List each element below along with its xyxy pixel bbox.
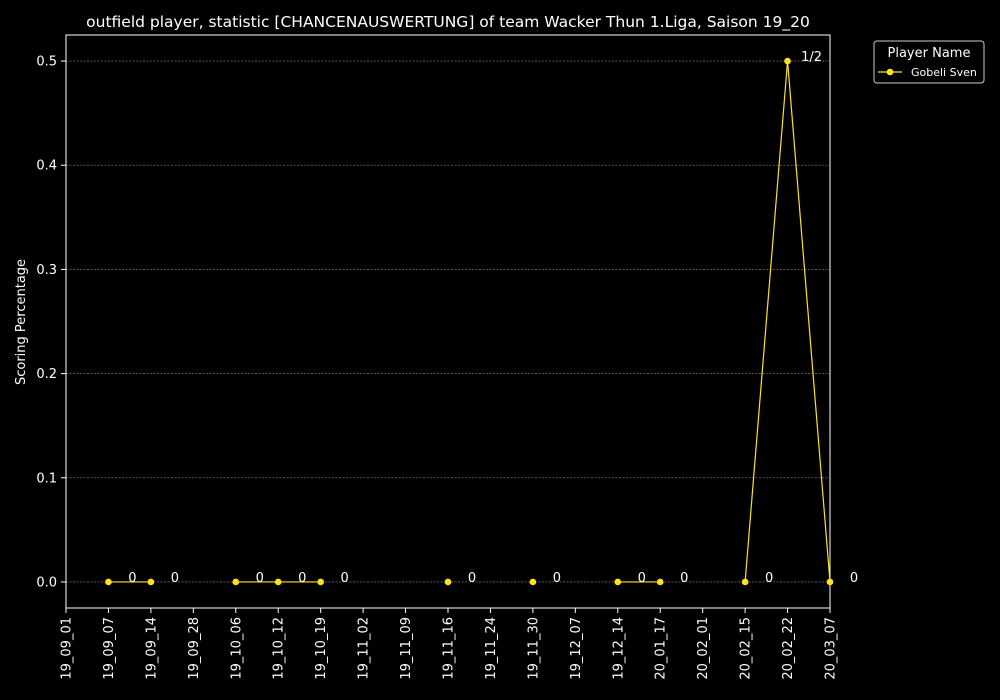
data-point-0-9 [741, 578, 749, 586]
x-tick-label-4: 19_10_06 [229, 617, 244, 680]
data-label-0-9: 0 [765, 571, 773, 586]
data-label-0-10: 1/2 [801, 50, 822, 65]
data-label-0-8: 0 [680, 571, 688, 586]
data-point-0-11 [826, 578, 834, 586]
data-label-0-1: 0 [171, 571, 179, 586]
data-point-0-4 [317, 578, 324, 586]
x-tick-label-14: 20_01_17 [654, 617, 669, 680]
y-tick-label-5: 0.5 [36, 55, 57, 70]
series-segment-0-10 [744, 60, 789, 583]
data-label-0-7: 0 [638, 571, 646, 586]
data-point-0-3 [274, 578, 282, 586]
x-tick-label-3: 19_09_28 [187, 617, 202, 680]
x-tick-label-12: 19_12_07 [569, 617, 584, 680]
series-segment-0-11 [786, 60, 831, 583]
y-axis-label: Scoring Percentage [14, 259, 29, 385]
data-label-0-0: 0 [128, 571, 136, 586]
x-tick-label-18: 20_03_07 [824, 617, 839, 680]
x-tick-label-2: 19_09_14 [144, 617, 159, 680]
series-layer [105, 57, 834, 586]
y-tick-label-4: 0.4 [36, 159, 57, 174]
data-label-0-2: 0 [256, 571, 264, 586]
data-point-0-1 [147, 578, 155, 586]
y-tick-label-2: 0.2 [36, 367, 57, 382]
legend-marker-sample [886, 68, 894, 76]
x-tick-label-7: 19_11_02 [357, 617, 372, 680]
x-tick-label-5: 19_10_12 [272, 617, 287, 680]
axes: 0.0 0.1 0.2 0.3 0.4 0.5 19_09_01 19_09_07 19_09_… [36, 34, 839, 680]
legend-title: Player Name [888, 46, 971, 61]
data-point-0-7 [614, 578, 622, 586]
y-tick-label-1: 0.1 [36, 471, 57, 486]
data-point-0-6 [529, 578, 537, 586]
x-tick-label-15: 20_02_01 [696, 617, 711, 680]
x-tick-label-13: 19_12_14 [611, 617, 626, 680]
x-tick-label-16: 20_02_15 [739, 617, 754, 680]
data-point-0-8 [656, 578, 664, 586]
data-label-0-3: 0 [298, 571, 306, 586]
data-point-0-0 [105, 578, 112, 586]
data-label-0-6: 0 [553, 571, 561, 586]
x-tick-label-6: 19_10_19 [314, 617, 329, 680]
legend-entry-label: Gobeli Sven [911, 66, 977, 79]
data-point-0-10 [784, 57, 791, 65]
x-tick-label-1: 19_09_07 [102, 617, 117, 680]
data-point-0-5 [444, 578, 452, 586]
data-point-0-2 [232, 578, 240, 586]
data-label-0-11: 0 [850, 571, 858, 586]
chart-title: outfield player, statistic [CHANCENAUSWE… [86, 13, 810, 32]
x-tick-label-9: 19_11_16 [442, 617, 457, 680]
y-tick-label-0: 0.0 [36, 575, 57, 590]
data-label-0-5: 0 [468, 571, 476, 586]
legend: Player Name Gobeli Sven [873, 40, 985, 84]
x-tick-label-0: 19_09_01 [60, 617, 75, 680]
data-labels: 0 0 0 0 0 0 0 0 0 0 1/2 0 [128, 50, 858, 586]
x-tick-label-17: 20_02_22 [781, 617, 796, 680]
y-tick-label-3: 0.3 [36, 263, 57, 278]
data-label-0-4: 0 [341, 571, 349, 586]
x-tick-label-10: 19_11_24 [484, 617, 499, 680]
x-tick-label-11: 19_11_30 [526, 617, 541, 680]
x-tick-label-8: 19_11_09 [399, 617, 414, 680]
